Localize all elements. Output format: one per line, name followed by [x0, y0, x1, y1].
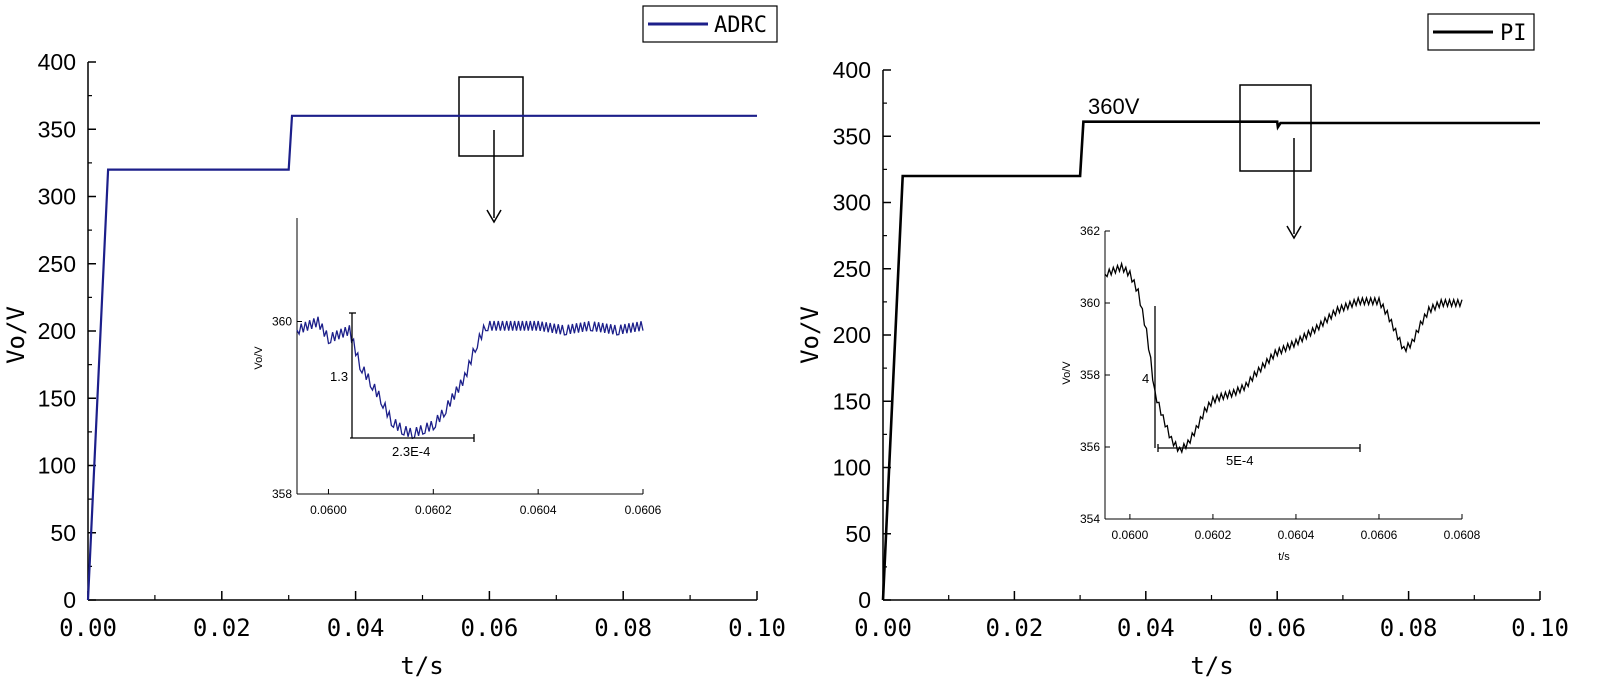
y-tick-label: 100	[38, 453, 76, 479]
inset-x-tick-label: 0.0606	[625, 503, 662, 517]
x-tick-label: 0.00	[59, 614, 117, 642]
inset-x-tick-label: 0.0608	[1444, 528, 1481, 542]
legend: ADRC	[642, 5, 778, 43]
y-tick-label: 350	[38, 116, 76, 142]
y-axis-label: Vo/V	[2, 306, 30, 364]
inset-annotation-drop: 1.3	[330, 369, 348, 384]
x-tick-label: 0.06	[461, 614, 519, 642]
inset-x-label: t/s	[1278, 551, 1290, 563]
x-axis-label: t/s	[1190, 652, 1233, 680]
legend-label: ADRC	[714, 13, 767, 38]
inset-x-tick-label: 0.0606	[1361, 528, 1398, 542]
y-tick-label: 150	[38, 385, 76, 411]
y-tick-label: 50	[845, 521, 871, 547]
x-tick-label: 0.08	[1380, 614, 1438, 642]
y-tick-label: 0	[858, 587, 871, 613]
inset-y-label: Vo/V	[1061, 361, 1073, 385]
y-tick-label: 300	[833, 190, 871, 216]
y-tick-label: 150	[833, 388, 871, 414]
inset-annotation-drop: 4	[1142, 371, 1149, 386]
x-axis-label: t/s	[400, 652, 443, 680]
x-tick-label: 0.04	[327, 614, 385, 642]
inset-annotation-duration: 5E-4	[1226, 453, 1253, 468]
y-tick-label: 200	[833, 322, 871, 348]
inset-y-label: Vo/V	[253, 346, 265, 370]
legend: PI	[1427, 13, 1535, 51]
y-tick-label: 200	[38, 318, 76, 344]
inset-plot: 354 356 358 360 362 0.0600 0.0602 0.0604 0.0606 0…	[1061, 224, 1481, 563]
series-line-pi	[881, 120, 1540, 601]
legend-label: PI	[1500, 21, 1527, 46]
inset-y-tick-label: 360	[1080, 296, 1100, 310]
inset-y-tick-label: 354	[1080, 512, 1100, 526]
y-tick-label: 250	[38, 251, 76, 277]
y-tick-label: 0	[63, 587, 76, 613]
x-tick-label: 0.02	[986, 614, 1044, 642]
y-axis-label: Vo/V	[796, 306, 824, 364]
y-tick-label: 250	[833, 256, 871, 282]
inset-y-tick-label: 358	[272, 487, 292, 501]
series-line-adrc	[86, 114, 757, 601]
inset-y-tick-label: 362	[1080, 224, 1100, 238]
inset-x-tick-label: 0.0602	[415, 503, 452, 517]
y-tick-label: 300	[38, 184, 76, 210]
x-tick-label: 0.04	[1117, 614, 1175, 642]
inset-y-tick-label: 360	[272, 315, 292, 329]
y-tick-label: 100	[833, 455, 871, 481]
inset-series-line-adrc	[296, 316, 644, 440]
x-tick-label: 0.10	[1511, 614, 1569, 642]
inset-y-tick-label: 358	[1080, 368, 1100, 382]
y-tick-label: 400	[38, 49, 76, 75]
setpoint-annotation: 360V	[1088, 94, 1140, 119]
x-tick-label: 0.00	[854, 614, 912, 642]
inset-x-tick-label: 0.0602	[1195, 528, 1232, 542]
chart-pi: 0 50 100 150 200 250 300 350 400 0.00 0.02 0.04 0.0…	[796, 13, 1569, 680]
y-tick-label: 400	[833, 57, 871, 83]
zoom-arrow-head	[1286, 225, 1302, 240]
inset-annotation-duration: 2.3E-4	[392, 444, 430, 459]
inset-x-tick-label: 0.0600	[1112, 528, 1149, 542]
inset-series-line-pi	[1104, 261, 1463, 455]
chart-adrc: 0 50 100 150 200 250 300 350 400 0.00 0.02 0.04 0.0…	[2, 5, 786, 680]
x-tick-label: 0.08	[594, 614, 652, 642]
x-tick-label: 0.10	[728, 614, 786, 642]
x-tick-label: 0.06	[1248, 614, 1306, 642]
zoom-arrow-head	[486, 209, 502, 224]
zoom-box	[1239, 84, 1312, 172]
inset-x-tick-label: 0.0600	[310, 503, 347, 517]
x-tick-label: 0.02	[193, 614, 251, 642]
inset-x-tick-label: 0.0604	[520, 503, 557, 517]
inset-x-tick-label: 0.0604	[1278, 528, 1315, 542]
y-tick-label: 50	[50, 520, 76, 546]
inset-y-tick-label: 356	[1080, 440, 1100, 454]
y-tick-label: 350	[833, 123, 871, 149]
